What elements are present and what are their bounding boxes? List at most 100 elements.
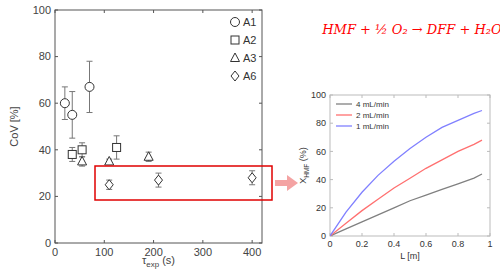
error-bar (249, 171, 255, 185)
y-tick (330, 207, 333, 208)
arrow-shaft (275, 180, 288, 186)
error-cap (249, 184, 255, 185)
y-tick (259, 196, 262, 197)
y-tick (487, 123, 490, 124)
point (113, 143, 121, 151)
y-tick (259, 10, 262, 11)
y-tick-label: 0 (45, 237, 51, 249)
axis-label: τexp (s) (142, 254, 175, 269)
error-bar (156, 173, 162, 187)
x-tick-label: 0 (327, 239, 332, 249)
error-cap (114, 135, 120, 136)
x-tick (394, 233, 395, 236)
figure: 0100200300400020406080100τexp (s)CoV [%]… (0, 0, 500, 269)
legend-label: A2 (243, 34, 256, 46)
axis-label-unit: (%) (298, 147, 308, 164)
error-cap (62, 119, 68, 120)
error-cap (249, 170, 255, 171)
y-tick (487, 95, 490, 96)
y-tick-label: 40 (316, 175, 326, 185)
error-cap (79, 166, 85, 167)
point (144, 152, 153, 161)
y-tick-label: 80 (39, 50, 51, 62)
error-bar (79, 143, 85, 157)
y-tick-label: 100 (311, 90, 326, 100)
axis-label: L [m] (400, 251, 420, 261)
y-tick-label: 60 (39, 97, 51, 109)
legend-line (336, 114, 352, 115)
axis-label-sub: HMF (303, 164, 310, 178)
plot-frame (330, 95, 490, 236)
x-tick-label: 300 (194, 246, 212, 258)
error-cap (69, 161, 75, 162)
y-tick (55, 10, 58, 11)
y-tick-label: 80 (316, 118, 326, 128)
point (105, 156, 114, 165)
point (248, 173, 256, 183)
y-tick (259, 243, 262, 244)
y-tick-label: 20 (39, 190, 51, 202)
x-tick (426, 233, 427, 236)
x-tick (252, 240, 253, 243)
error-bar (106, 180, 112, 189)
axis-label: XHMF (%) (298, 147, 310, 184)
error-cap (114, 159, 120, 160)
point (68, 110, 77, 119)
point (105, 180, 113, 190)
legend-marker (231, 36, 239, 44)
x-tick (153, 240, 154, 243)
x-tick-label: 400 (243, 246, 261, 258)
x-tick (153, 10, 154, 13)
x-tick-label: 0.6 (420, 239, 433, 249)
legend-label: A6 (243, 70, 256, 82)
y-tick-label: 20 (316, 203, 326, 213)
error-bar (69, 147, 75, 161)
y-tick (55, 196, 58, 197)
error-cap (156, 187, 162, 188)
x-tick (104, 240, 105, 243)
series-line (330, 140, 482, 236)
y-tick (487, 236, 490, 237)
y-tick (55, 243, 58, 244)
legend-marker (231, 53, 240, 62)
legend-marker (231, 18, 240, 27)
x-tick-label: 0.8 (452, 239, 465, 249)
point (155, 175, 163, 185)
plot-area (330, 111, 482, 236)
x-tick (202, 240, 203, 243)
y-tick (487, 179, 490, 180)
legend-label: 4 mL/min (356, 100, 389, 109)
y-tick (330, 95, 333, 96)
error-cap (87, 61, 93, 62)
legend-marker (231, 71, 239, 81)
plot-area (60, 61, 256, 189)
x-tick (426, 95, 427, 98)
error-cap (79, 142, 85, 143)
legend-label: A3 (243, 52, 256, 64)
point (78, 156, 87, 165)
y-tick (259, 149, 262, 150)
error-cap (87, 112, 93, 113)
y-tick (330, 123, 333, 124)
x-tick-label: 1 (487, 239, 492, 249)
x-tick (362, 233, 363, 236)
error-cap (69, 147, 75, 148)
legend-line (336, 125, 352, 126)
plot-frame (55, 10, 262, 243)
series-line (330, 111, 482, 236)
y-tick (55, 149, 58, 150)
axis-label-sub: exp (146, 260, 159, 269)
arrow-head (287, 175, 298, 191)
y-tick (330, 179, 333, 180)
y-tick (55, 103, 58, 104)
y-tick (259, 103, 262, 104)
x-tick (394, 95, 395, 98)
x-tick (202, 10, 203, 13)
legend-label: 1 mL/min (356, 122, 389, 131)
error-cap (69, 138, 75, 139)
x-tick (104, 10, 105, 13)
y-tick (487, 207, 490, 208)
y-tick-label: 60 (316, 147, 326, 157)
x-tick (252, 10, 253, 13)
point (78, 146, 86, 154)
